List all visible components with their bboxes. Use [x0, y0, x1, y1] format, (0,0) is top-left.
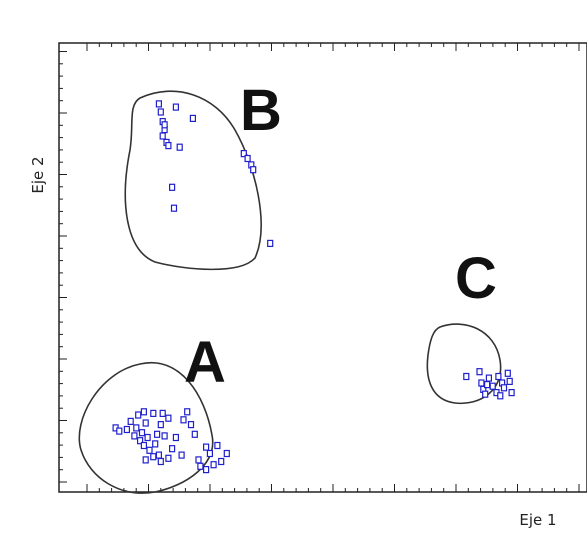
- data-point-A: [165, 454, 172, 462]
- data-point-A: [191, 430, 198, 438]
- data-point-C: [506, 377, 513, 385]
- data-point-A: [157, 457, 164, 466]
- data-point-B: [159, 132, 166, 140]
- data-point-B: [155, 100, 162, 108]
- data-point-A: [123, 425, 131, 434]
- data-point-A: [178, 451, 185, 459]
- data-point-B: [176, 143, 183, 151]
- data-point-B: [157, 108, 164, 116]
- data-point-A: [180, 416, 187, 424]
- cluster-label-B: B: [240, 78, 282, 143]
- data-point-A: [116, 427, 123, 435]
- data-point-A: [140, 441, 147, 450]
- data-point-A: [150, 453, 157, 461]
- data-point-B: [240, 150, 247, 158]
- data-point-B: [169, 183, 176, 191]
- cluster-label-A: A: [184, 330, 226, 395]
- data-point-A: [210, 461, 217, 469]
- cluster-outlines: [78, 90, 502, 494]
- data-point-B: [244, 154, 251, 163]
- data-points: [112, 100, 515, 474]
- data-point-C: [508, 389, 515, 397]
- cluster-label-C: C: [455, 246, 497, 311]
- data-point-A: [203, 443, 210, 451]
- y-axis-label: Eje 2: [29, 156, 47, 193]
- data-point-B: [165, 142, 172, 150]
- data-point-B: [172, 103, 179, 111]
- data-point-A: [184, 408, 191, 416]
- data-point-C: [463, 372, 470, 381]
- data-point-A: [214, 441, 221, 450]
- data-point-A: [133, 424, 140, 432]
- data-point-B: [170, 204, 178, 212]
- cluster-outline-C: [426, 323, 502, 405]
- data-point-A: [131, 432, 138, 440]
- data-point-B: [189, 114, 196, 123]
- cluster-outline-A: [78, 361, 214, 494]
- data-point-A: [155, 451, 162, 459]
- data-point-C: [497, 392, 504, 400]
- data-point-A: [152, 440, 159, 448]
- data-point-A: [172, 433, 179, 442]
- data-point-C: [478, 379, 485, 387]
- data-point-C: [495, 372, 502, 381]
- data-point-C: [485, 374, 492, 382]
- data-point-A: [203, 466, 210, 474]
- data-point-A: [142, 456, 149, 464]
- data-point-A: [150, 409, 157, 417]
- data-point-A: [142, 419, 149, 427]
- data-point-A: [223, 449, 230, 458]
- data-point-C: [476, 368, 483, 376]
- data-point-A: [218, 457, 225, 466]
- data-point-A: [165, 414, 172, 422]
- data-point-B: [161, 121, 168, 129]
- data-point-A: [138, 429, 146, 437]
- data-point-C: [500, 384, 508, 392]
- data-point-A: [161, 432, 168, 440]
- cluster-outline-B: [124, 90, 262, 271]
- cluster-labels: B A C: [184, 78, 497, 395]
- data-point-A: [169, 445, 176, 453]
- data-point-A: [187, 421, 195, 429]
- data-point-A: [206, 449, 213, 458]
- data-point-A: [137, 437, 144, 445]
- data-point-A: [159, 409, 166, 417]
- data-point-A: [140, 408, 147, 416]
- data-point-B: [250, 166, 257, 174]
- data-point-A: [157, 421, 164, 429]
- data-point-A: [195, 456, 202, 464]
- data-point-A: [154, 430, 161, 438]
- data-point-A: [135, 411, 142, 419]
- axis-ticks: [59, 43, 580, 492]
- data-point-C: [482, 390, 489, 398]
- data-point-B: [267, 239, 274, 247]
- data-point-A: [127, 417, 134, 425]
- data-point-C: [504, 369, 511, 377]
- data-point-A: [197, 462, 204, 470]
- x-axis-label: Eje 1: [519, 511, 556, 529]
- plot-frame: [58, 42, 587, 493]
- data-point-C: [489, 382, 496, 390]
- data-point-A: [144, 433, 151, 442]
- data-point-A: [146, 446, 153, 454]
- data-point-C: [484, 381, 491, 389]
